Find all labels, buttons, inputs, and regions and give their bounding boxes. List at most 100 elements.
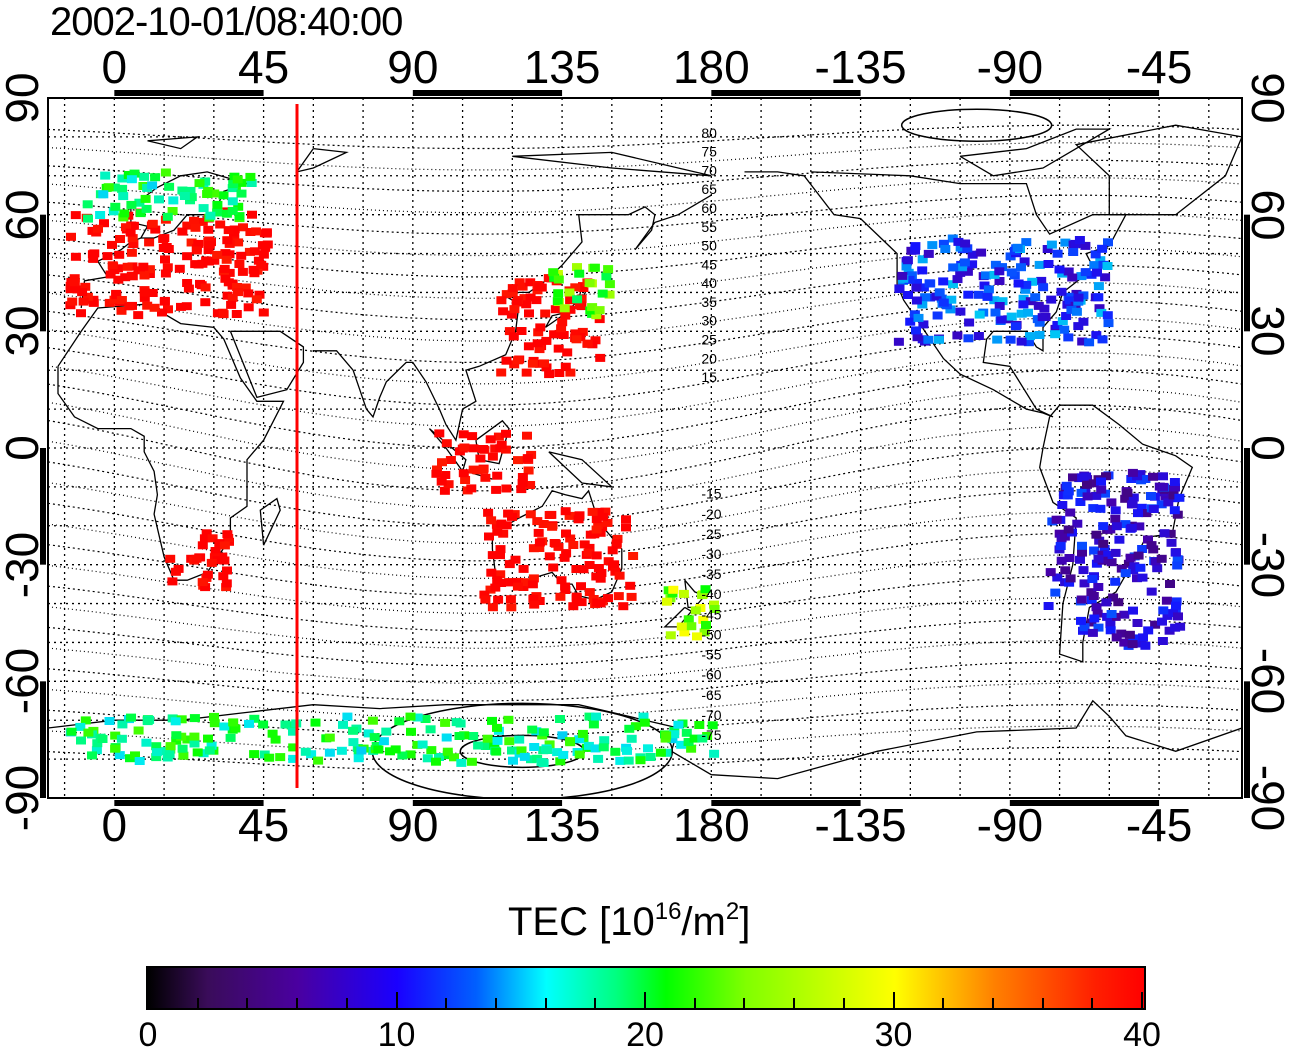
colorbar-tick bbox=[842, 998, 845, 1008]
tec-cell bbox=[212, 250, 223, 259]
magnetic-contour bbox=[48, 352, 1242, 428]
tec-cell bbox=[542, 746, 553, 754]
tec-cell bbox=[220, 274, 231, 283]
tec-cell bbox=[1073, 297, 1084, 306]
tec-cell bbox=[516, 327, 527, 335]
tec-cell bbox=[441, 439, 452, 448]
contour-label: -45 bbox=[701, 606, 721, 622]
tec-cell bbox=[249, 714, 260, 723]
left-latitude-tick: 90 bbox=[0, 72, 48, 124]
tec-cell bbox=[1095, 504, 1106, 513]
tec-cell bbox=[440, 718, 451, 727]
tec-cell bbox=[549, 330, 560, 339]
tec-cell bbox=[496, 440, 507, 449]
tec-cell bbox=[1052, 573, 1063, 582]
tec-cell bbox=[83, 728, 94, 737]
tec-cell bbox=[917, 255, 928, 264]
tec-cell bbox=[485, 435, 496, 444]
top-longitude-tick: -135 bbox=[814, 41, 907, 93]
tec-cell bbox=[1105, 620, 1116, 629]
tec-cell bbox=[165, 742, 176, 751]
tec-cell bbox=[92, 739, 103, 748]
tec-cell bbox=[1093, 282, 1104, 291]
tec-cell bbox=[206, 741, 217, 750]
tec-cell bbox=[1096, 477, 1106, 486]
tec-cell bbox=[624, 724, 635, 733]
tec-cell bbox=[555, 592, 566, 601]
tec-cell bbox=[1050, 330, 1061, 339]
tec-cell bbox=[912, 333, 923, 342]
tec-cell bbox=[110, 744, 121, 753]
tec-cell bbox=[1102, 262, 1113, 270]
contour-label: -35 bbox=[701, 566, 721, 582]
tec-cell bbox=[1086, 588, 1097, 597]
tec-cell bbox=[432, 465, 442, 474]
tec-cell bbox=[938, 298, 949, 307]
tec-cell bbox=[621, 523, 631, 532]
frame-bar bbox=[412, 800, 563, 806]
coastline bbox=[295, 147, 349, 173]
tec-cell bbox=[139, 271, 150, 280]
tec-cell bbox=[116, 296, 127, 304]
tec-cell bbox=[1006, 268, 1017, 277]
frame-bar bbox=[1244, 681, 1250, 798]
tec-cell bbox=[116, 734, 127, 743]
tec-cell bbox=[159, 234, 170, 243]
tec-cell bbox=[483, 508, 494, 517]
tec-cell bbox=[1136, 503, 1147, 512]
tec-cell bbox=[1158, 606, 1169, 615]
tec-cell bbox=[1076, 488, 1087, 497]
tec-cell bbox=[673, 720, 684, 729]
tec-cell bbox=[554, 369, 565, 377]
tec-cell bbox=[603, 557, 614, 566]
tec-cell bbox=[218, 191, 229, 200]
tec-cell bbox=[548, 563, 559, 572]
tec-cell bbox=[588, 720, 599, 729]
tec-cell bbox=[952, 331, 963, 340]
tec-cell bbox=[1005, 252, 1016, 261]
tec-cell bbox=[1036, 276, 1047, 285]
bottom-longitude-tick: 90 bbox=[387, 799, 439, 851]
tec-cell bbox=[924, 279, 935, 288]
tec-cell bbox=[1120, 569, 1131, 578]
tec-cell bbox=[1103, 238, 1113, 247]
tec-cell bbox=[164, 182, 175, 191]
tec-cell bbox=[1076, 595, 1087, 604]
tec-cell bbox=[209, 256, 220, 265]
tec-cell bbox=[1016, 309, 1027, 318]
tec-cell bbox=[572, 263, 582, 272]
tec-cell bbox=[570, 329, 581, 338]
tec-cell bbox=[1023, 308, 1033, 317]
tec-cell bbox=[1020, 285, 1031, 294]
tec-cell bbox=[1054, 529, 1065, 538]
tec-cell bbox=[468, 444, 479, 453]
tec-cell bbox=[1146, 492, 1156, 500]
tec-cell bbox=[165, 554, 176, 563]
tec-cell bbox=[1120, 520, 1131, 529]
tec-cell bbox=[1077, 541, 1087, 550]
tec-cell bbox=[482, 734, 493, 743]
tec-cell bbox=[238, 223, 248, 232]
tec-cell bbox=[1164, 626, 1175, 635]
tec-cell bbox=[484, 532, 494, 541]
tec-cell bbox=[1086, 596, 1097, 605]
tec-cell bbox=[945, 305, 956, 314]
tec-cell bbox=[83, 214, 93, 223]
tec-cell bbox=[87, 751, 97, 760]
tec-cell bbox=[426, 746, 437, 755]
tec-cell bbox=[516, 485, 527, 494]
tec-cell bbox=[1170, 548, 1181, 557]
tec-cell bbox=[139, 172, 150, 181]
frame-bar bbox=[1244, 448, 1250, 565]
tec-cell bbox=[224, 250, 235, 259]
tec-cell bbox=[212, 208, 223, 217]
tec-cell bbox=[128, 240, 139, 248]
tec-cell bbox=[683, 615, 694, 624]
tec-cell bbox=[645, 753, 656, 761]
top-longitude-tick: 180 bbox=[672, 41, 750, 93]
tec-cell bbox=[903, 291, 913, 299]
tec-cell bbox=[533, 528, 544, 537]
tec-cell bbox=[367, 716, 378, 725]
tec-cell bbox=[458, 430, 469, 439]
coastline bbox=[512, 151, 712, 177]
